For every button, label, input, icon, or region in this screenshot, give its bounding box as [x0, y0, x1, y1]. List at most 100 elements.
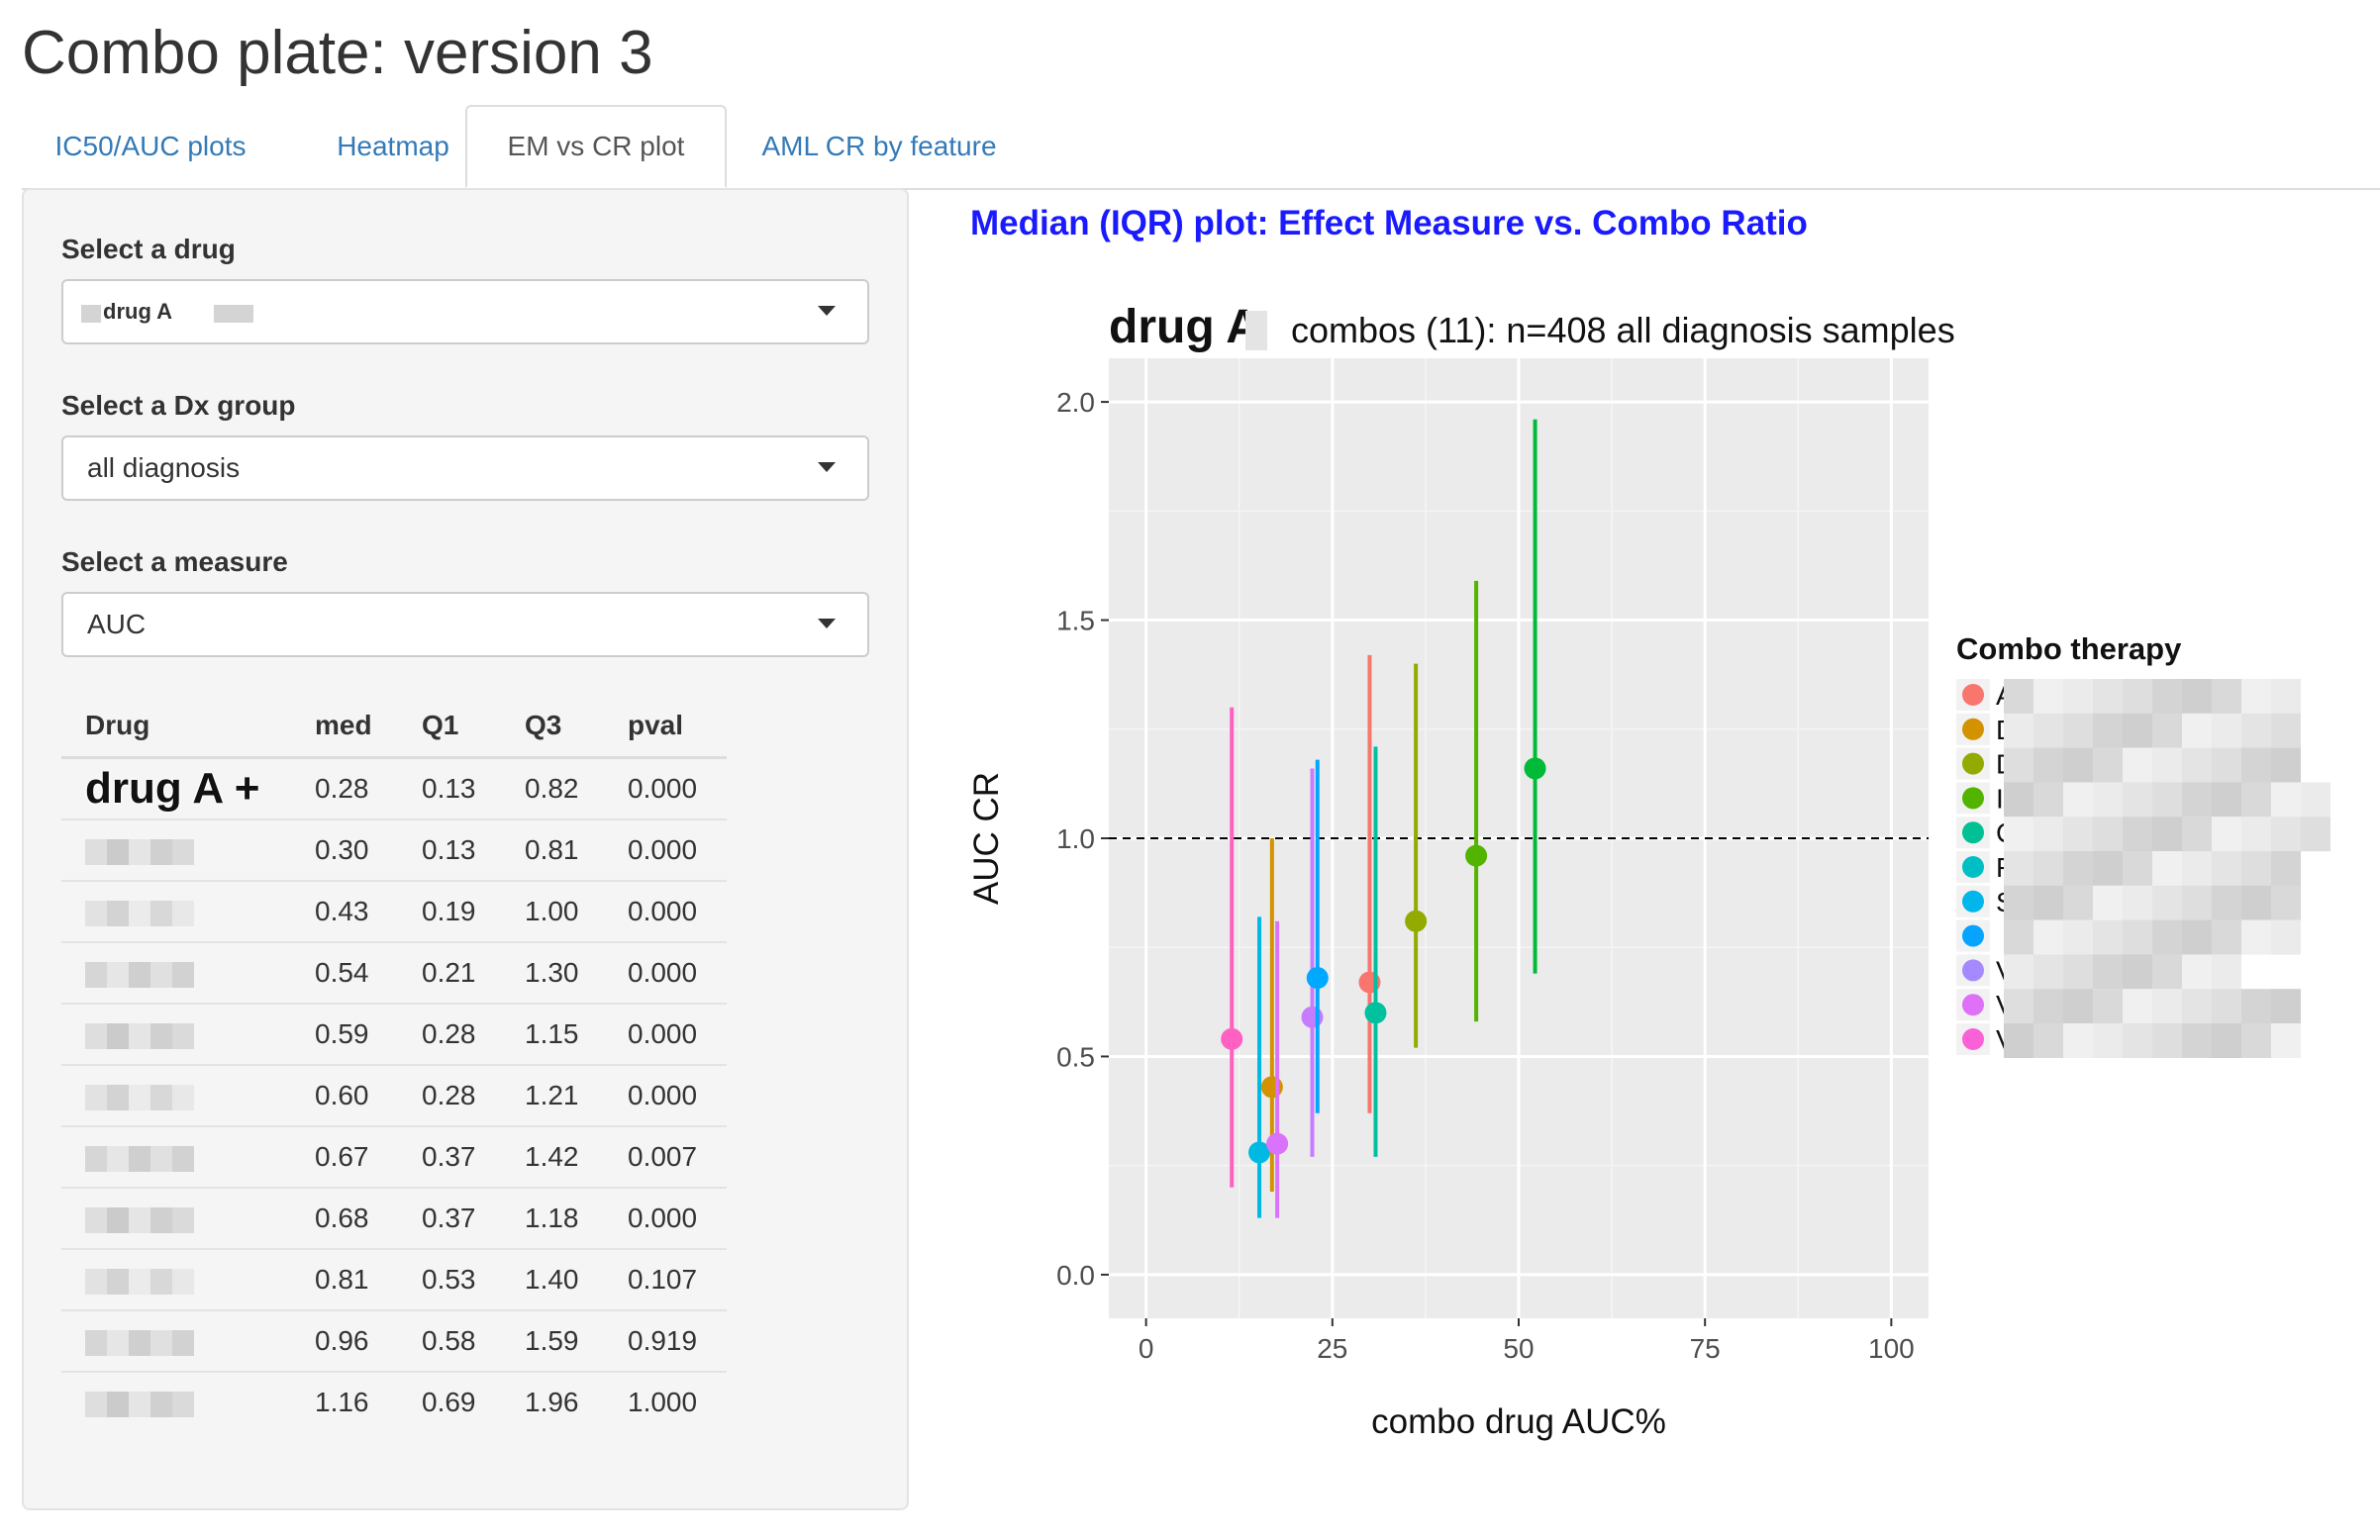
- drug-select[interactable]: drug A: [61, 279, 869, 344]
- redacted-text: [150, 1145, 172, 1172]
- tab-heatmap[interactable]: Heatmap: [337, 131, 449, 161]
- redacted-text: [2123, 989, 2152, 1024]
- med-cell: 0.54: [291, 941, 398, 1004]
- redacted-text: [172, 1022, 194, 1049]
- redacted-text: [107, 900, 129, 926]
- q1-cell: 0.69: [398, 1371, 501, 1432]
- dx-group-select[interactable]: all diagnosis: [61, 435, 869, 501]
- q3-cell: 0.81: [501, 818, 604, 881]
- med-cell: 0.81: [291, 1248, 398, 1310]
- drug-select-label: Select a drug: [61, 234, 236, 264]
- pval-cell: 0.000: [604, 1064, 727, 1126]
- redacted-text: [214, 305, 253, 323]
- q1-cell: 0.13: [398, 756, 501, 819]
- table-row: 0.54 0.21 1.30 0.000: [61, 941, 727, 1004]
- redacted-text: [2063, 851, 2093, 886]
- redacted-text: [2152, 747, 2182, 783]
- tab-ic50-auc-plots[interactable]: IC50/AUC plots: [54, 131, 247, 161]
- column-header[interactable]: med: [291, 695, 398, 759]
- redacted-text: [107, 1022, 129, 1049]
- redacted-text: [2182, 782, 2212, 818]
- pval-cell: 1.000: [604, 1371, 727, 1432]
- redacted-text: [129, 1145, 150, 1172]
- tab-em-vs-cr-plot[interactable]: EM vs CR plot: [465, 105, 727, 188]
- redacted-text: [2004, 747, 2033, 783]
- redacted-text: [2301, 817, 2330, 852]
- q1-cell: 0.13: [398, 818, 501, 881]
- column-header[interactable]: Q1: [398, 695, 501, 759]
- measure-select-value: AUC: [87, 609, 147, 639]
- redacted-text: [2033, 782, 2063, 818]
- pval-cell: 0.000: [604, 1003, 727, 1065]
- drug-name-cell: [61, 818, 291, 881]
- table-body: drug A +0.28 0.13 0.82 0.000 0.30 0.13 0.81 0.0…: [61, 756, 727, 1432]
- column-header[interactable]: Q3: [501, 695, 604, 759]
- q3-cell: 1.96: [501, 1371, 604, 1432]
- med-cell: 0.30: [291, 818, 398, 881]
- redacted-text: [172, 1268, 194, 1295]
- redacted-text: [2123, 885, 2152, 920]
- q3-cell: 0.82: [501, 756, 604, 819]
- redacted-text: [2182, 713, 2212, 748]
- redacted-text: [2033, 713, 2063, 748]
- q3-cell: 1.30: [501, 941, 604, 1004]
- q1-cell: 0.21: [398, 941, 501, 1004]
- redacted-text: [2212, 817, 2241, 852]
- redacted-text: [2063, 679, 2093, 714]
- q3-cell: 1.00: [501, 880, 604, 942]
- column-header[interactable]: Drug: [61, 695, 291, 759]
- redacted-text: [2093, 713, 2123, 748]
- drug-name-cell: [61, 880, 291, 942]
- redacted-text: [2004, 851, 2033, 886]
- redacted-text: [2093, 954, 2123, 990]
- plot-heading: Median (IQR) plot: Effect Measure vs. Co…: [970, 204, 1808, 242]
- redacted-text: [2123, 1023, 2152, 1058]
- redacted-text: [172, 961, 194, 988]
- q1-cell: 0.28: [398, 1003, 501, 1065]
- column-header[interactable]: pval: [604, 695, 727, 759]
- redacted-text: [2271, 817, 2301, 852]
- redacted-text: [2271, 885, 2301, 920]
- redacted-text: [107, 1084, 129, 1110]
- pval-cell: 0.000: [604, 941, 727, 1004]
- legend-swatch: [1962, 856, 1984, 878]
- med-cell: 0.59: [291, 1003, 398, 1065]
- table-row: 0.60 0.28 1.21 0.000: [61, 1064, 727, 1126]
- redacted-text: [129, 1391, 150, 1417]
- redacted-text: [2241, 989, 2271, 1024]
- redacted-text: [2271, 851, 2301, 886]
- med-cell: 0.96: [291, 1309, 398, 1372]
- table-row: 0.30 0.13 0.81 0.000: [61, 818, 727, 881]
- y-tick-label: 0.5: [1056, 1041, 1095, 1072]
- redacted-text: [2212, 747, 2241, 783]
- redacted-text: [150, 961, 172, 988]
- redacted-text: [172, 1329, 194, 1356]
- legend-title: Combo therapy: [1956, 631, 2182, 666]
- redacted-text: [150, 838, 172, 865]
- redacted-text: [85, 1329, 107, 1356]
- pval-cell: 0.107: [604, 1248, 727, 1310]
- redacted-text: [85, 838, 107, 865]
- legend-swatch: [1962, 718, 1984, 740]
- table-row: 0.59 0.28 1.15 0.000: [61, 1003, 727, 1065]
- y-axis-label: AUC CR: [970, 772, 1006, 905]
- redacted-text: [2123, 782, 2152, 818]
- redacted-text: [107, 961, 129, 988]
- chart-title-drug: drug A: [1109, 301, 1260, 353]
- q3-cell: 1.40: [501, 1248, 604, 1310]
- redacted-text: [85, 1206, 107, 1233]
- median-point: [1405, 910, 1428, 932]
- redacted-text: [107, 1145, 129, 1172]
- measure-select[interactable]: AUC: [61, 592, 869, 657]
- redacted-text: [2271, 713, 2301, 748]
- redacted-text: [107, 1206, 129, 1233]
- tab-aml-cr-by-feature[interactable]: AML CR by feature: [761, 131, 997, 161]
- median-point: [1364, 1002, 1387, 1024]
- redacted-text: [150, 1022, 172, 1049]
- drug-select-value: drug A: [103, 299, 173, 324]
- med-cell: 0.68: [291, 1187, 398, 1249]
- redacted-text: [2241, 713, 2271, 748]
- measure-select-label: Select a measure: [61, 546, 288, 577]
- x-tick-label: 50: [1503, 1333, 1534, 1364]
- redacted-text: [85, 1391, 107, 1417]
